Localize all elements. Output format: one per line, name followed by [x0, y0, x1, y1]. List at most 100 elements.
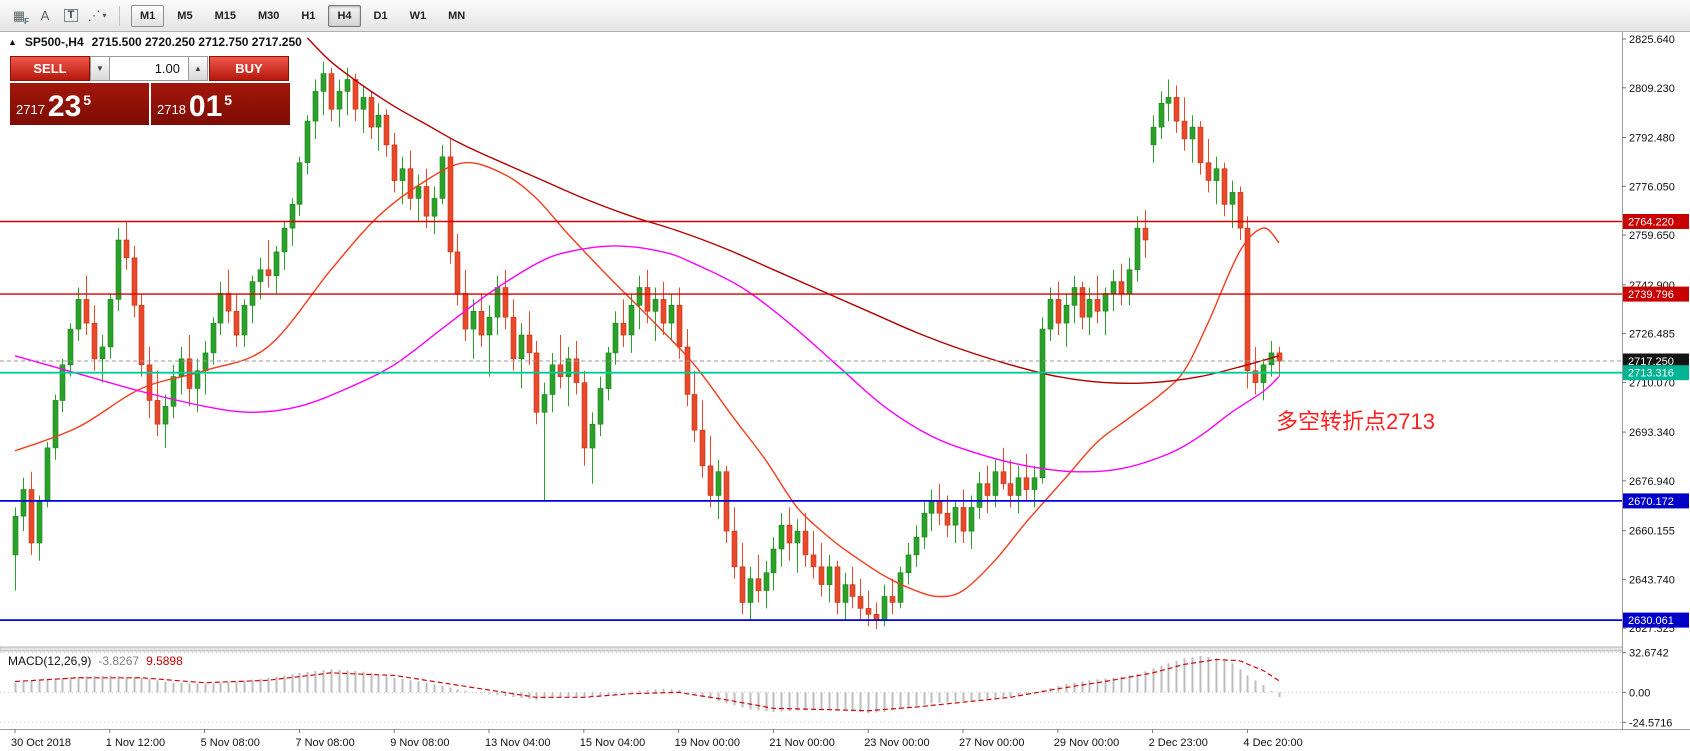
bull-candle [636, 287, 643, 306]
toolbar-tools: ▦ F A T ⋰ ▾ [6, 4, 110, 28]
tab-timeframe-d1[interactable]: D1 [365, 5, 397, 27]
bear-candle [573, 358, 580, 383]
price-chart-svg[interactable]: 2825.640 2809.230 2792.480 2776.050 2759.650… [0, 32, 1690, 751]
price-tick-label: 2660.155 [1629, 526, 1675, 538]
tab-timeframe-w1[interactable]: W1 [401, 5, 436, 27]
quote-grid-button[interactable]: ▦ F [6, 4, 32, 28]
bull-candle [952, 507, 959, 526]
bear-candle [1276, 352, 1283, 362]
volume-decrease-button[interactable]: ▼ [90, 56, 110, 81]
price-tag-label: 2713.316 [1628, 368, 1674, 380]
tab-timeframe-h1[interactable]: H1 [292, 5, 324, 27]
bull-candle [549, 364, 556, 395]
tab-timeframe-m15[interactable]: M15 [206, 5, 245, 27]
macd-signal-line[interactable] [14, 658, 1280, 712]
price-tick-label: 2776.050 [1629, 181, 1675, 193]
sell-price-display[interactable]: 2717 23 5 [10, 83, 149, 125]
bear-candle [383, 114, 390, 146]
bear-candle [644, 287, 651, 312]
bull-candle [1134, 227, 1141, 271]
cursor-a-button[interactable]: A [32, 4, 58, 28]
horizontal-lines-layer [0, 220, 1622, 621]
chevron-down-icon: ▼ [96, 64, 104, 73]
time-tick-label: 27 Nov 00:00 [959, 737, 1024, 749]
bear-candle [502, 287, 509, 318]
sell-button[interactable]: SELL [10, 56, 90, 81]
bear-candle [865, 608, 872, 615]
bear-candle [1142, 227, 1149, 241]
macd-panel [0, 652, 1622, 723]
bear-candle [1205, 162, 1212, 181]
bull-candle [905, 554, 912, 574]
bear-candle [123, 239, 130, 259]
time-tick-label: 9 Nov 08:00 [390, 737, 449, 749]
price-tick-label: 2759.650 [1629, 230, 1675, 242]
bull-candle [296, 162, 303, 205]
text-annotation[interactable]: 多空转折点2713 [1276, 409, 1435, 434]
ma-slow-red-line[interactable] [306, 37, 1280, 385]
price-tag [1623, 353, 1689, 369]
bear-candle [1000, 471, 1007, 484]
price-axis-scale[interactable] [1622, 32, 1690, 751]
bull-candle [202, 352, 209, 371]
price-tick-label: 2693.340 [1629, 427, 1675, 439]
ma-magenta-line[interactable] [14, 245, 1280, 473]
bear-candle [739, 566, 746, 603]
bull-candle [1047, 299, 1054, 330]
time-tick-label: 30 Oct 2018 [11, 737, 71, 749]
bull-candle [217, 293, 224, 324]
tab-timeframe-mn[interactable]: MN [439, 5, 474, 27]
bear-candle [225, 293, 232, 312]
bear-candle [802, 530, 809, 556]
bear-candle [526, 334, 533, 354]
bull-candle [921, 512, 928, 538]
bull-candle [747, 578, 754, 603]
bear-candle [1118, 281, 1125, 294]
bear-candle [233, 310, 240, 336]
cursor-a-icon: A [40, 8, 50, 23]
bull-candle [763, 572, 770, 591]
bear-candle [407, 168, 414, 199]
text-tool-button[interactable]: T [58, 4, 84, 28]
text-tool-icon: T [63, 9, 79, 22]
tab-timeframe-m1[interactable]: M1 [131, 4, 165, 27]
chevron-up-icon: ▲ [194, 64, 202, 73]
price-tick-label: 2676.940 [1629, 476, 1675, 488]
bear-candle [447, 156, 454, 253]
bull-candle [170, 376, 177, 407]
bull-candle [312, 91, 319, 122]
time-tick-label: 4 Dec 20:00 [1243, 737, 1302, 749]
bull-candle [565, 358, 572, 377]
bull-candle [1260, 364, 1267, 383]
volume-increase-button[interactable]: ▲ [188, 56, 208, 81]
price-tag [1623, 493, 1689, 509]
bull-candle [494, 287, 501, 318]
buy-price-display[interactable]: 2718 01 5 [151, 83, 290, 125]
volume-input[interactable] [110, 56, 188, 81]
tab-timeframe-h4[interactable]: H4 [328, 4, 361, 27]
bull-candle [20, 489, 27, 517]
bull-candle [612, 322, 619, 354]
buy-button[interactable]: BUY [209, 56, 289, 81]
draw-objects-button[interactable]: ⋰ ▾ [84, 4, 110, 28]
time-tick-label: 5 Nov 08:00 [201, 737, 260, 749]
toolbar: ▦ F A T ⋰ ▾ M1 M5 M15 M30 H1 H4 D1 W1 MN [0, 0, 1690, 32]
collapse-triangle-icon[interactable]: ▲ [8, 37, 17, 47]
ma-fast-red-line[interactable] [14, 161, 1280, 598]
panel-splitter[interactable] [0, 646, 1690, 652]
bear-candle [810, 554, 817, 568]
bull-candle [1039, 328, 1046, 479]
bear-candle [1023, 477, 1030, 490]
tab-timeframe-m30[interactable]: M30 [249, 5, 288, 27]
bear-candle [1244, 227, 1251, 372]
bear-candle [707, 465, 714, 496]
bull-candle [1015, 477, 1022, 496]
bear-candle [960, 507, 967, 532]
sell-price-main: 23 [47, 90, 82, 123]
tab-timeframe-m5[interactable]: M5 [168, 5, 201, 27]
time-tick-label: 7 Nov 08:00 [295, 737, 354, 749]
bull-candle [778, 524, 785, 550]
price-tag [1623, 612, 1689, 628]
bull-candle [241, 304, 248, 336]
price-tag-label: 2739.796 [1628, 289, 1674, 301]
